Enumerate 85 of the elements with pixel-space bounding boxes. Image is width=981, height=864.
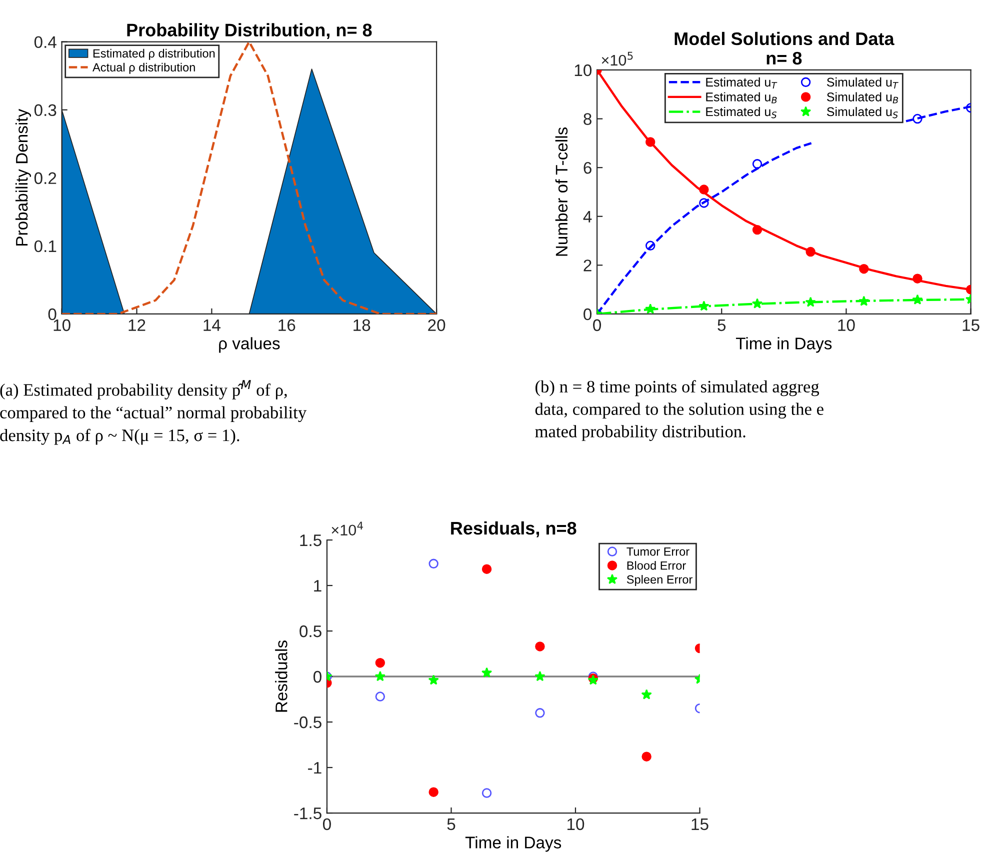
- x-tick-label: 10: [838, 319, 855, 332]
- y-tick-label: -0.5: [294, 716, 322, 728]
- x-tick-label: 15: [692, 818, 708, 830]
- x-tick-label: 0: [322, 818, 331, 830]
- y-tick-label: 0.2: [34, 172, 56, 184]
- point: [699, 198, 709, 208]
- x-tick-label: 18: [354, 319, 370, 332]
- point: [534, 670, 546, 682]
- y-tick-label: 1.5: [300, 534, 322, 546]
- point: [806, 246, 816, 257]
- point: [642, 752, 652, 762]
- text: ×10$^{5}$: [602, 52, 633, 66]
- point: [698, 300, 710, 311]
- y-tick-label: 0.1: [34, 240, 56, 252]
- point: [375, 658, 386, 668]
- chart-title: Probability Distribution, n= 8: [127, 23, 372, 40]
- legend-label: Estimated ρ distribution: [93, 48, 215, 60]
- y-tick-label: 0: [313, 670, 322, 683]
- point: [912, 294, 923, 304]
- point: [912, 114, 922, 124]
- chart-title: Model Solutions and Data n= 8: [674, 32, 894, 65]
- point: [374, 670, 386, 682]
- text: (b) n = 8 time points of simulated aggreg data, compared to the solution using the e mated probability distribution.: [535, 380, 824, 441]
- x-tick-label: 5: [447, 818, 456, 830]
- x-tick-label: 12: [128, 319, 146, 331]
- point: [535, 708, 545, 718]
- legend-label: Simulated u$_{T}$: [826, 77, 898, 89]
- y-tick-label: -1.5: [294, 808, 322, 820]
- legend-label: Tumor Error: [626, 548, 690, 556]
- point: [535, 642, 545, 652]
- legend-label: Spleen Error: [626, 574, 692, 586]
- point: [805, 296, 816, 307]
- legend-label: Blood Error: [627, 561, 686, 570]
- text: (a) Estimated probability density p̂$^{M}$ of ρ, compared to the “actual” normal probability density p$_{A}$ of ρ ~ N(μ = 15, σ = 1).: [0, 380, 307, 445]
- legend-label: Simulated u$_{S}$: [826, 106, 898, 118]
- y-tick-label: 0: [584, 308, 592, 320]
- y-tick-label: 0.5: [300, 625, 322, 638]
- point: [699, 184, 709, 194]
- point: [912, 274, 922, 284]
- legend-label: Simulated u$_{B}$: [826, 92, 898, 104]
- point: [641, 689, 652, 700]
- legend-label: Estimated u$_{B}$: [706, 92, 777, 104]
- point: [752, 159, 762, 169]
- point: [428, 558, 438, 569]
- point: [375, 692, 386, 702]
- x-tick-label: 5: [718, 319, 726, 332]
- y-tick-label: 2: [584, 260, 592, 272]
- x-axis-title: Time in Days: [465, 836, 562, 852]
- x-tick-label: 14: [204, 319, 220, 331]
- point: [646, 137, 656, 147]
- y-tick-label: -1: [308, 762, 322, 774]
- legend-label: Estimated u$_{S}$: [706, 106, 777, 118]
- legend-label: Actual ρ distribution: [92, 62, 195, 74]
- point: [752, 298, 763, 308]
- y-tick-label: 0: [48, 308, 56, 320]
- y-tick-label: 4: [583, 210, 592, 222]
- point: [482, 788, 492, 798]
- x-tick-label: 20: [428, 319, 446, 332]
- x-tick-label: 10: [54, 319, 70, 332]
- y-axis-title: Number of T-cells: [555, 127, 568, 256]
- x-tick-label: 0: [593, 319, 602, 332]
- y-tick-label: 0.3: [34, 104, 56, 116]
- y-tick-label: 1: [314, 580, 322, 592]
- y-tick-label: 10: [574, 64, 592, 76]
- point: [752, 224, 762, 235]
- point: [858, 296, 870, 306]
- text: ×10$^{4}$: [332, 522, 363, 536]
- y-axis-title: Residuals: [275, 640, 288, 712]
- x-axis-title: ρ values: [219, 337, 280, 353]
- x-tick-label: 15: [962, 319, 980, 332]
- y-tick-label: 6: [584, 162, 592, 174]
- point: [859, 264, 869, 274]
- point: [428, 787, 438, 797]
- x-axis-title: Time in Days: [736, 337, 832, 353]
- chart-title: Residuals, n=8: [451, 521, 576, 538]
- y-axis-title: Probability Density: [15, 108, 31, 246]
- point: [646, 240, 656, 251]
- y-tick-label: 8: [584, 113, 592, 125]
- legend-label: Estimated u$_{T}$: [706, 77, 778, 89]
- point: [481, 667, 492, 678]
- y-tick-label: 0.4: [34, 36, 56, 48]
- point: [645, 304, 656, 314]
- x-tick-label: 16: [278, 319, 296, 332]
- point: [428, 674, 439, 685]
- point: [482, 564, 492, 574]
